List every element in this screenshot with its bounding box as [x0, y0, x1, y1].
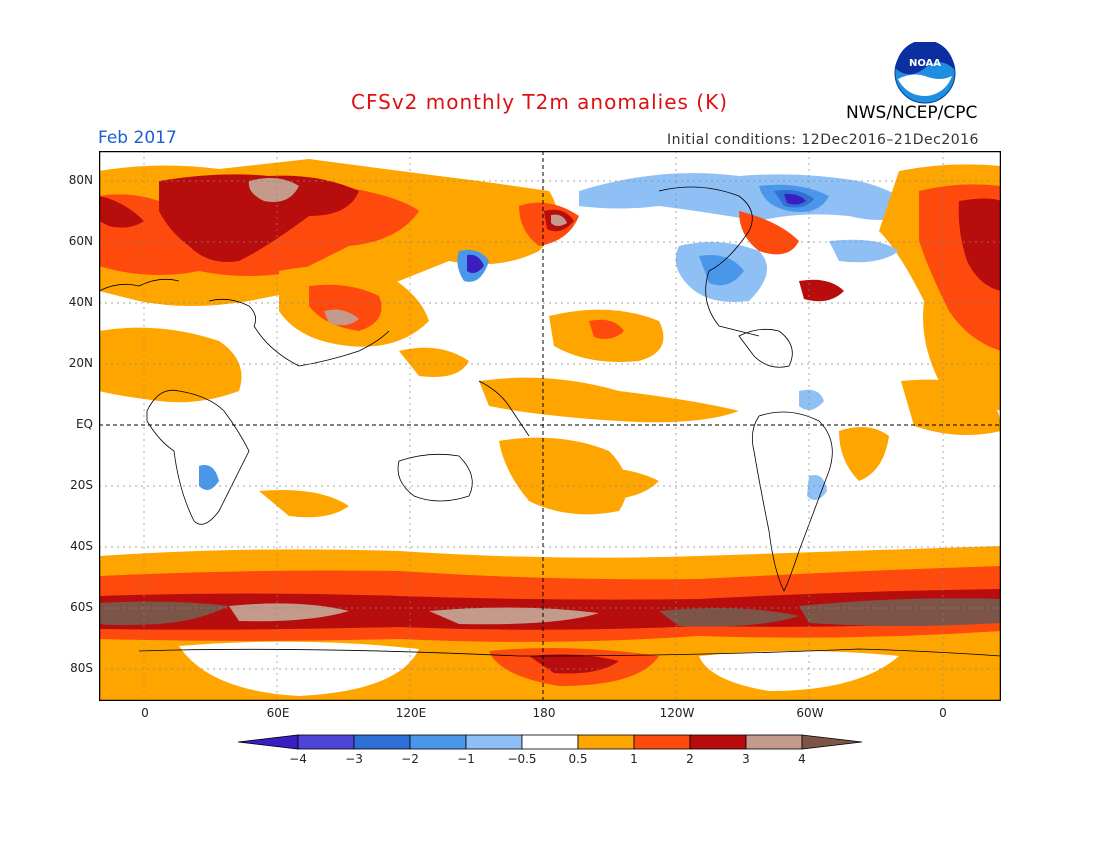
- anomaly-map: [99, 151, 1001, 701]
- anomaly-region: [699, 255, 744, 286]
- colorbar-swatch: [521, 734, 579, 750]
- anomaly-region: [399, 347, 469, 377]
- forecast-period: Feb 2017: [98, 128, 177, 148]
- anomaly-region: [99, 327, 242, 403]
- agency-label: NWS/NCEP/CPC: [846, 103, 978, 123]
- graticule: [99, 151, 1001, 701]
- anomaly-region: [839, 427, 889, 481]
- anomaly-region: [807, 475, 827, 500]
- colorbar-label: −3: [345, 752, 363, 766]
- lon-label: 120W: [659, 706, 695, 720]
- anomaly-region: [309, 284, 382, 331]
- anomaly-region: [799, 389, 824, 410]
- anomaly-region: [159, 174, 359, 262]
- colorbar-arrow-high: [801, 734, 862, 750]
- anomaly-region: [739, 211, 799, 255]
- anomaly-region: [551, 214, 567, 226]
- colorbar-label: −4: [289, 752, 307, 766]
- colorbar-swatch: [297, 734, 355, 750]
- chart-title: CFSv2 monthly T2m anomalies (K): [351, 90, 728, 114]
- anomaly-region: [829, 239, 899, 263]
- colorbar-swatch: [465, 734, 523, 750]
- lon-label: 60W: [796, 706, 824, 720]
- anomaly-region: [324, 309, 359, 326]
- anomaly-region: [467, 254, 484, 274]
- anomaly-region: [529, 654, 619, 674]
- initial-conditions: Initial conditions: 12Dec2016–21Dec2016: [667, 132, 979, 148]
- anomaly-region: [784, 193, 806, 205]
- lon-label: 180: [532, 706, 556, 720]
- colorbar: [238, 734, 862, 750]
- anomaly-region: [579, 173, 919, 221]
- colorbar-label: 0.5: [568, 752, 588, 766]
- lon-label: 0: [939, 706, 947, 720]
- colorbar-label: −2: [401, 752, 419, 766]
- lat-label: 60N: [68, 234, 93, 248]
- map-frame: [99, 151, 1001, 701]
- coastlines: [99, 186, 1001, 657]
- anomaly-region: [259, 490, 349, 518]
- colorbar-label: 1: [630, 752, 638, 766]
- lat-label: 80N: [68, 173, 93, 187]
- anomaly-region: [958, 198, 1001, 291]
- colorbar-label: 3: [742, 752, 750, 766]
- anomaly-region: [248, 177, 299, 202]
- anomaly-region: [559, 467, 659, 500]
- colorbar-label: 4: [798, 752, 806, 766]
- colorbar-label: −1: [457, 752, 475, 766]
- colorbar-arrow-low: [238, 734, 299, 750]
- noaa-logo: NOAA: [894, 42, 956, 104]
- anomaly-region: [99, 196, 144, 228]
- anomaly-region: [901, 379, 1001, 435]
- colorbar-swatch: [745, 734, 803, 750]
- anomaly-region: [99, 601, 229, 625]
- lat-label: 40N: [68, 295, 93, 309]
- lat-label: 20S: [70, 478, 93, 492]
- colorbar-swatch: [409, 734, 467, 750]
- anomaly-region: [589, 319, 624, 339]
- colorbar-swatch: [577, 734, 635, 750]
- colorbar-label: 2: [686, 752, 694, 766]
- colorbar-label: −0.5: [507, 752, 537, 766]
- lat-label: 80S: [70, 661, 93, 675]
- anomaly-region: [479, 377, 739, 423]
- lat-label: 40S: [70, 539, 93, 553]
- anomaly-region: [699, 651, 899, 691]
- anomaly-region: [199, 465, 219, 490]
- colorbar-swatch: [689, 734, 747, 750]
- lon-label: 120E: [395, 706, 427, 720]
- lat-label: 60S: [70, 600, 93, 614]
- anomaly-region: [799, 598, 1001, 626]
- lat-label: 20N: [68, 356, 93, 370]
- lon-label: 60E: [266, 706, 290, 720]
- lon-label: 0: [141, 706, 149, 720]
- logo-text: NOAA: [909, 58, 941, 69]
- colorbar-swatch: [353, 734, 411, 750]
- anomaly-region: [799, 279, 844, 302]
- anomaly-region: [429, 607, 599, 625]
- colorbar-swatch: [633, 734, 691, 750]
- anomaly-region: [229, 603, 349, 622]
- anomaly-region: [659, 607, 799, 627]
- lat-label: EQ: [75, 417, 93, 431]
